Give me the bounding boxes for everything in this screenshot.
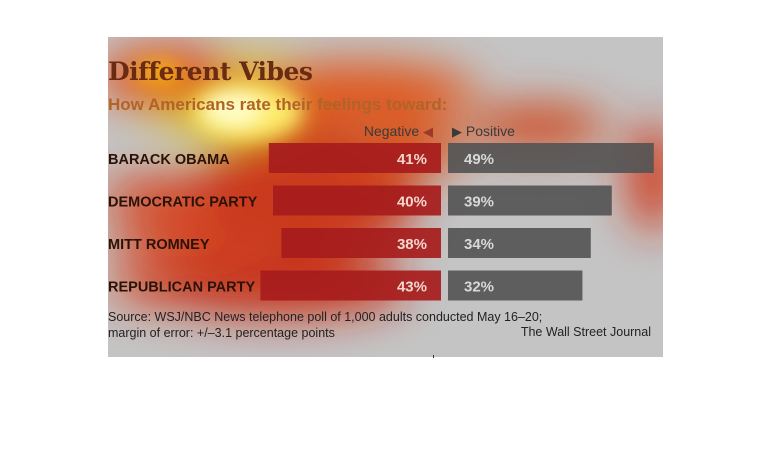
legend-negative: Negative ◀ bbox=[364, 123, 433, 140]
bar-positive-barack-obama bbox=[448, 143, 654, 173]
triangle-left-icon: ◀ bbox=[423, 124, 433, 139]
legend-positive-label: Positive bbox=[465, 123, 515, 139]
bar-positive-republican-party bbox=[448, 270, 583, 301]
bar-negative-democratic-party bbox=[273, 185, 441, 216]
category-label-mitt-romney: MITT ROMNEY bbox=[108, 237, 210, 253]
bar-chart: BARACK OBAMA 41% 49% DEMOCRATIC PARTY 40% 39%… bbox=[108, 143, 654, 301]
source-note: Source: WSJ/NBC News telephone poll of 1… bbox=[108, 309, 542, 341]
category-label-democratic-party: DEMOCRATIC PARTY bbox=[108, 195, 258, 211]
bar-positive-mitt-romney bbox=[448, 228, 591, 258]
data-label-negative-mitt-romney: 38% bbox=[397, 236, 427, 253]
legend-positive: ▶ Positive bbox=[452, 123, 515, 140]
bar-negative-republican-party bbox=[260, 270, 441, 301]
data-label-negative-barack-obama: 41% bbox=[397, 151, 427, 168]
bar-positive-democratic-party bbox=[448, 185, 612, 216]
category-label-barack-obama: BARACK OBAMA bbox=[108, 152, 230, 168]
data-label-negative-republican-party: 43% bbox=[397, 279, 427, 296]
chart-figure: Different Vibes How Americans rate their… bbox=[108, 37, 663, 357]
data-label-positive-mitt-romney: 34% bbox=[464, 236, 494, 253]
data-label-positive-barack-obama: 49% bbox=[464, 151, 494, 168]
data-label-positive-republican-party: 32% bbox=[464, 279, 494, 296]
source-line-1: Source: WSJ/NBC News telephone poll of 1… bbox=[108, 310, 543, 324]
source-line-2: margin of error: +/–3.1 percentage point… bbox=[108, 326, 335, 340]
data-label-negative-democratic-party: 40% bbox=[397, 194, 427, 211]
triangle-right-icon: ▶ bbox=[452, 124, 462, 139]
stray-tick-mark bbox=[433, 355, 434, 358]
chart-title: Different Vibes bbox=[108, 57, 313, 86]
category-label-republican-party: REPUBLICAN PARTY bbox=[108, 280, 255, 296]
credit-text: The Wall Street Journal bbox=[520, 325, 651, 339]
bar-negative-barack-obama bbox=[268, 143, 441, 173]
bar-negative-mitt-romney bbox=[281, 228, 441, 258]
data-label-positive-democratic-party: 39% bbox=[464, 194, 494, 211]
chart-subtitle: How Americans rate their feelings toward… bbox=[108, 95, 448, 114]
legend-negative-label: Negative bbox=[363, 123, 420, 139]
